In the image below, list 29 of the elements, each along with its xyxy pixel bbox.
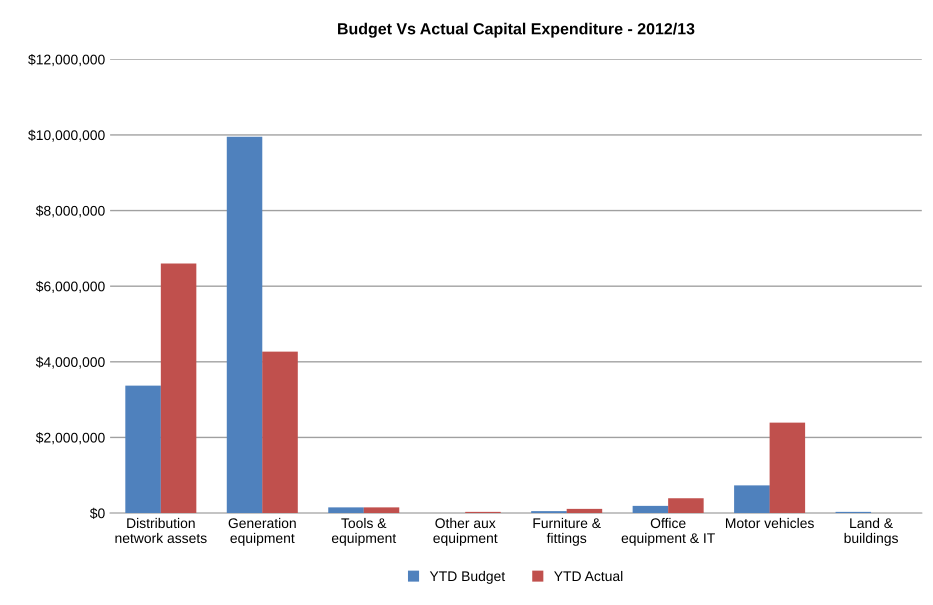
y-tick-label: $2,000,000 [36,432,105,444]
x-tick-label: Land & buildings [844,518,898,546]
x-tick-label: Generation equipment [228,518,296,546]
x-tick-label: Office equipment & IT [622,518,715,546]
bar [734,485,770,514]
bar [262,352,298,514]
y-tick-label: $4,000,000 [36,356,105,369]
x-tick-label: Other aux equipment [433,518,498,546]
x-tick-label: Tools & equipment [332,518,396,546]
legend-label: YTD Actual [554,570,622,582]
chart-title: Budget Vs Actual Capital Expenditure - 2012/13 [338,22,694,38]
legend-label: YTD Budget [430,570,506,584]
x-tick-label: Motor vehicles [726,518,814,528]
bar [328,507,364,514]
y-tick-label: $0 [90,508,105,520]
bar [668,498,704,514]
bar [770,422,806,514]
bar [125,386,161,514]
x-tick-label: Furniture & fittings [533,518,601,546]
y-tick-label: $12,000,000 [28,54,105,66]
y-tick-label: $6,000,000 [36,280,105,293]
x-tick-label: Distribution network assets [115,518,207,544]
bar [364,507,400,514]
bar [226,136,262,514]
bar [566,508,602,514]
bar [632,506,668,514]
y-tick-label: $8,000,000 [36,205,105,218]
bar [160,263,196,514]
y-tick-label: $10,000,000 [28,130,105,142]
